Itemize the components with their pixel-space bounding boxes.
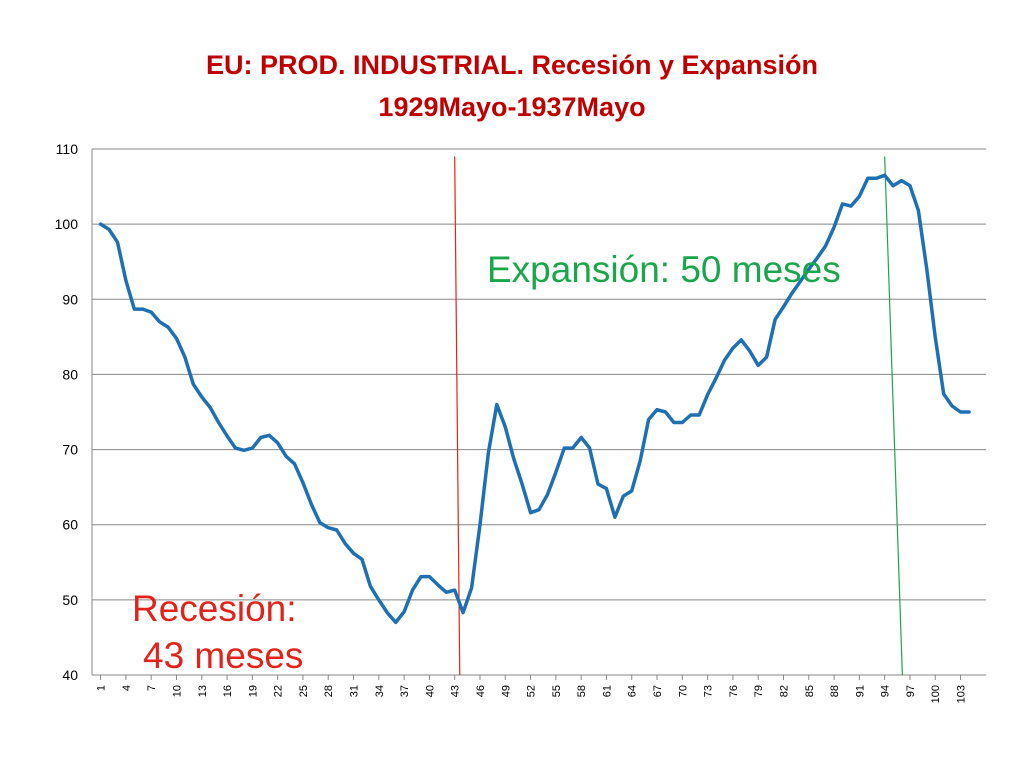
x-tick-label: 46	[475, 685, 487, 697]
x-tick-label: 34	[374, 685, 386, 697]
x-tick-label: 22	[273, 685, 285, 697]
y-tick-label: 100	[55, 216, 79, 232]
x-tick-label: 25	[298, 685, 310, 697]
x-tick-label: 13	[197, 685, 209, 697]
x-tick-label: 10	[171, 685, 183, 697]
x-tick-label: 31	[349, 685, 361, 697]
x-tick-label: 43	[450, 685, 462, 697]
x-tick-label: 70	[677, 685, 689, 697]
x-tick-label: 73	[703, 685, 715, 697]
x-tick-label: 85	[804, 685, 816, 697]
recession-marker-line	[454, 156, 461, 676]
expansion-marker-line	[884, 156, 903, 676]
x-tick-label: 19	[247, 685, 259, 697]
production-series-line	[98, 173, 971, 625]
x-tick-label: 97	[905, 685, 917, 697]
x-tick-label: 88	[829, 685, 841, 697]
y-tick-label: 90	[62, 291, 78, 307]
x-tick-label: 49	[500, 685, 512, 697]
y-tick-label: 80	[62, 366, 78, 382]
x-tick-label: 28	[323, 685, 335, 697]
x-tick-label: 103	[956, 685, 968, 703]
y-tick-label: 70	[62, 442, 78, 458]
x-tick-label: 40	[424, 685, 436, 697]
x-tick-label: 67	[652, 685, 664, 697]
chart-subtitle: 1929Mayo-1937Mayo	[378, 92, 646, 122]
x-tick-label: 37	[399, 685, 411, 697]
y-tick-label: 60	[62, 517, 78, 533]
x-tick-label: 61	[601, 685, 613, 697]
x-tick-label: 55	[551, 685, 563, 697]
y-tick-label: 40	[62, 667, 78, 683]
x-tick-label: 64	[627, 685, 639, 697]
x-tick-label: 94	[880, 685, 892, 697]
x-tick-label: 58	[576, 685, 588, 697]
x-tick-label: 16	[222, 685, 234, 697]
x-tick-label: 79	[753, 685, 765, 697]
x-tick-label: 100	[930, 685, 942, 703]
x-tick-label: 91	[854, 685, 866, 697]
y-tick-label: 110	[56, 141, 79, 157]
chart-title: EU: PROD. INDUSTRIAL. Recesión y Expansi…	[205, 50, 819, 80]
recession-annotation-line2: 43 meses	[143, 635, 303, 676]
y-tick-label: 50	[62, 592, 78, 608]
x-tick-label: 76	[728, 685, 740, 697]
x-tick-label: 4	[121, 685, 133, 691]
x-tick-label: 7	[146, 685, 158, 691]
x-tick-label: 82	[778, 685, 790, 697]
x-tick-label: 1	[96, 685, 108, 691]
recession-annotation-line1: Recesión:	[132, 588, 297, 629]
expansion-annotation: Expansión: 50 meses	[487, 249, 841, 290]
x-tick-label: 52	[526, 685, 538, 697]
